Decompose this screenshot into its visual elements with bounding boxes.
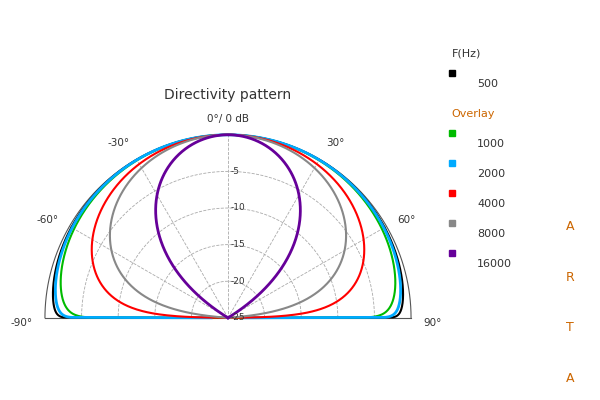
Text: 1000: 1000 [477, 139, 505, 149]
Text: 30°: 30° [326, 138, 344, 148]
Text: 8000: 8000 [477, 229, 505, 239]
Text: 16000: 16000 [477, 259, 512, 269]
Text: 0°/ 0 dB: 0°/ 0 dB [207, 114, 249, 124]
Text: 60°: 60° [398, 215, 416, 225]
Text: 500: 500 [477, 79, 498, 89]
Text: 4000: 4000 [477, 199, 505, 209]
Text: Overlay: Overlay [452, 109, 495, 119]
Text: T: T [566, 321, 574, 334]
Text: -30°: -30° [108, 138, 130, 148]
Text: -20: -20 [231, 277, 245, 286]
Text: -25: -25 [231, 313, 245, 322]
Text: -60°: -60° [36, 215, 58, 225]
Text: -5: -5 [231, 167, 240, 176]
Text: Directivity pattern: Directivity pattern [164, 88, 292, 102]
Text: 2000: 2000 [477, 169, 505, 179]
Text: A: A [566, 372, 574, 385]
Text: -15: -15 [231, 240, 245, 249]
Text: -90°: -90° [10, 318, 32, 328]
Text: R: R [566, 271, 574, 284]
Text: A: A [566, 220, 574, 234]
Text: F(Hz): F(Hz) [452, 49, 481, 59]
Text: -10: -10 [231, 204, 245, 212]
Text: 90°: 90° [424, 318, 442, 328]
